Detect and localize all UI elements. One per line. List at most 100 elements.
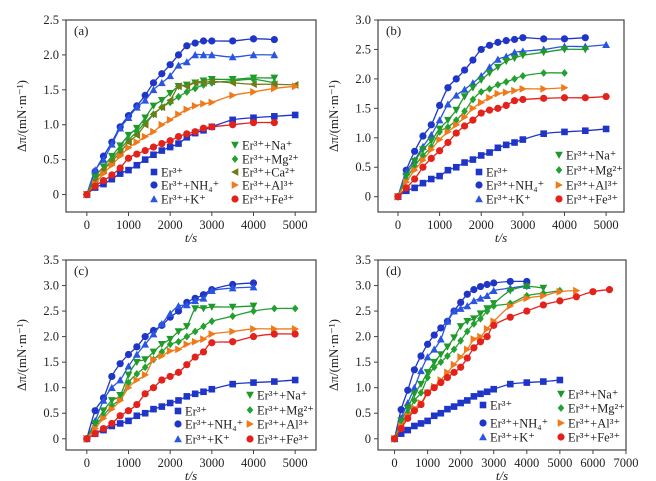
legend-marker-na	[246, 391, 254, 399]
data-point-al	[502, 88, 511, 97]
data-point-er	[602, 125, 610, 133]
legend-marker-na	[231, 141, 239, 149]
data-point-er	[444, 166, 452, 174]
data-point-fe	[133, 150, 141, 158]
data-point-fe	[457, 363, 465, 371]
data-point-ca	[191, 78, 199, 87]
data-point-fe	[411, 175, 419, 183]
data-point-fe	[410, 407, 418, 415]
legend-label-mg: Er³⁺+Mg²⁺	[566, 164, 623, 178]
data-point-nh4	[410, 366, 418, 374]
data-point-al	[519, 85, 527, 93]
data-point-er	[133, 161, 141, 169]
data-point-na	[450, 334, 458, 342]
data-point-k	[199, 294, 208, 302]
x-tick-label: 1000	[427, 218, 452, 232]
data-point-k	[174, 61, 183, 69]
data-point-er	[502, 141, 510, 149]
data-point-fe	[506, 313, 514, 321]
data-point-er	[150, 405, 157, 413]
data-point-mg	[166, 340, 174, 349]
legend-label-al: Er³⁺+Al³⁺	[566, 179, 618, 193]
data-point-k	[602, 40, 611, 49]
data-point-k	[182, 301, 191, 309]
data-point-fe	[502, 101, 510, 109]
data-point-mg	[417, 388, 425, 397]
data-point-mg	[125, 378, 132, 387]
y-tick-label: 0	[365, 432, 371, 446]
data-point-fe	[419, 163, 427, 171]
x-tick-label: 6000	[580, 456, 605, 470]
data-point-fe	[444, 138, 452, 147]
data-point-na	[191, 305, 200, 313]
data-point-fe	[199, 348, 208, 356]
data-point-nh4	[166, 61, 174, 69]
data-point-k	[436, 335, 445, 343]
legend-label-ca: Er³⁺+Ca²⁺	[242, 166, 295, 180]
data-point-na	[485, 69, 494, 77]
data-point-er	[175, 140, 182, 147]
y-tick-label: 0.5	[43, 153, 59, 167]
data-point-fe	[589, 288, 597, 296]
data-point-al	[436, 135, 444, 144]
data-point-fe	[91, 182, 99, 190]
data-point-na	[166, 90, 175, 98]
data-point-mg	[477, 314, 484, 323]
data-point-al	[116, 396, 125, 405]
data-point-fe	[174, 132, 183, 141]
data-point-na	[463, 317, 472, 326]
data-point-nh4	[124, 350, 133, 359]
data-point-nh4	[523, 277, 531, 286]
data-point-nh4	[506, 277, 514, 286]
data-point-er	[461, 159, 468, 166]
chart-panel-c: 0 1000 2000 3000 4000 5000 0 0.5 1.0 1.5 2.0 2.5 3.0…	[14, 253, 317, 481]
data-point-fe	[556, 297, 564, 305]
data-point-er	[540, 130, 547, 137]
data-point-mg	[397, 419, 405, 428]
x-axis-label: t/s	[185, 230, 197, 245]
data-point-al	[450, 360, 458, 369]
legend-marker-er	[174, 407, 182, 415]
chart-panel-a: 0 1000 2000 3000 4000 5000 0 0.5 1.0 1.5 2.0 2.5 (a)…	[14, 13, 317, 245]
x-tick-label: 3000	[199, 218, 224, 232]
data-point-ca	[182, 82, 191, 91]
data-point-er	[469, 156, 477, 163]
legend-label-nh4: Er³⁺+NH₄⁺	[185, 418, 243, 432]
data-point-fe	[99, 176, 108, 185]
y-tick-label: 2.0	[43, 48, 59, 62]
legend-label-mg: Er³⁺+Mg²⁺	[257, 404, 314, 418]
data-point-er	[166, 143, 174, 151]
legend-marker-fe	[555, 195, 563, 203]
data-point-al	[141, 132, 150, 141]
y-tick-label: 2.5	[43, 304, 59, 318]
fit-line-nh4	[86, 282, 254, 439]
data-point-na	[423, 369, 432, 377]
x-axis-label: t/s	[496, 468, 508, 481]
y-tick-label: 2.5	[355, 42, 371, 56]
data-point-mg	[483, 307, 491, 315]
y-tick-label: 0	[53, 188, 59, 202]
y-axis-label: Δπ/(mN·m⁻¹)	[326, 80, 341, 152]
data-point-ca	[228, 78, 236, 87]
data-point-er	[511, 139, 518, 146]
data-point-er	[291, 376, 299, 384]
data-point-al	[561, 83, 569, 92]
data-point-al	[175, 345, 183, 354]
x-tick-label: 4000	[514, 456, 539, 470]
data-point-nh4	[483, 280, 491, 289]
y-tick-label: 2.5	[355, 304, 371, 318]
data-point-er	[581, 127, 589, 135]
data-point-ca	[124, 138, 132, 147]
data-point-mg	[457, 336, 464, 345]
data-point-ca	[270, 80, 278, 89]
data-point-al	[556, 287, 564, 296]
data-point-er	[229, 380, 236, 388]
data-point-na	[581, 46, 590, 54]
data-point-ca	[199, 78, 207, 87]
y-tick-label: 0.5	[43, 406, 59, 420]
data-point-mg	[271, 304, 278, 313]
data-point-er	[141, 409, 149, 417]
data-point-fe	[199, 124, 208, 132]
data-point-al	[573, 286, 581, 295]
data-point-er	[470, 393, 478, 400]
